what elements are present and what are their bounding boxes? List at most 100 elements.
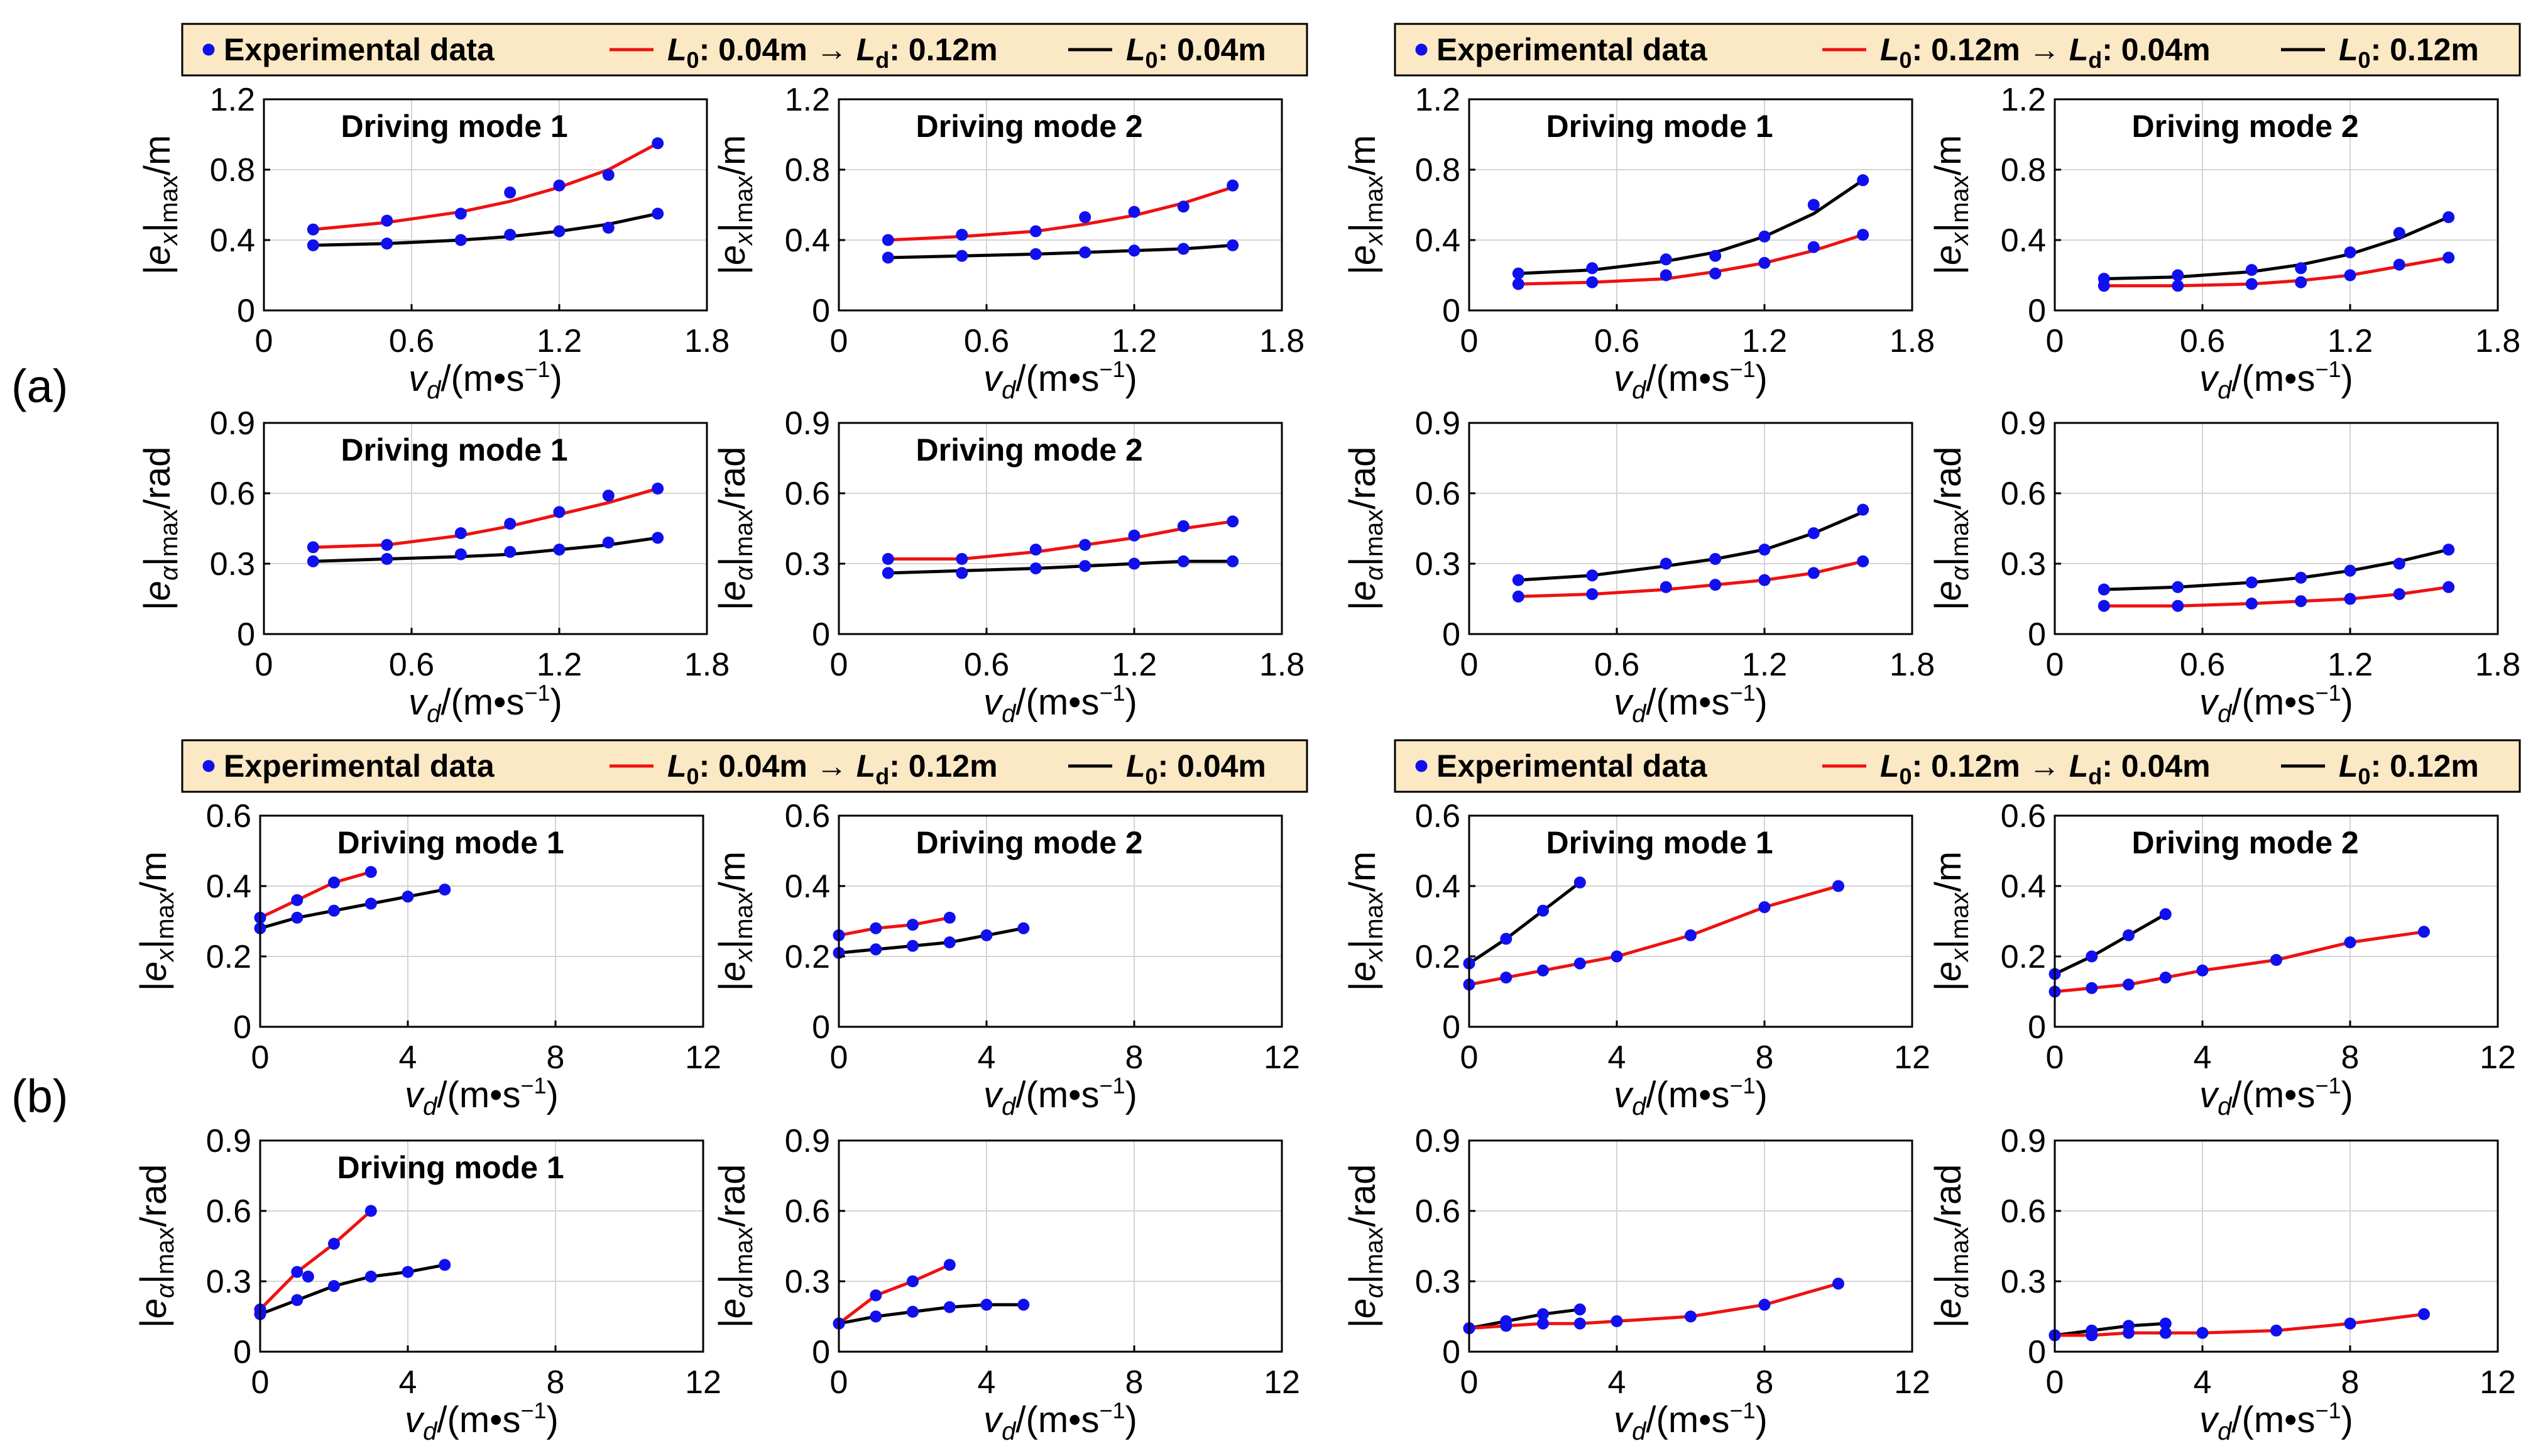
y-tick-label: 0.4 — [206, 868, 251, 905]
fit-line-black — [1518, 178, 1864, 275]
legend-label-red: L0: 0.12m → Ld: 0.04m — [1880, 748, 2211, 789]
data-point-black — [2159, 1317, 2172, 1330]
data-point-black — [882, 251, 894, 264]
data-point-black — [291, 911, 304, 924]
data-point-black — [1128, 244, 1140, 257]
data-point-red — [2393, 258, 2405, 271]
plot-frame — [2054, 98, 2499, 312]
panel-title: Driving mode 2 — [916, 432, 1143, 468]
y-tick-label: 0.9 — [1415, 1123, 1460, 1159]
x-tick-label: 1.8 — [1890, 647, 1935, 683]
y-tick-label: 0.6 — [785, 476, 830, 512]
data-point-red — [1857, 229, 1869, 241]
data-point-red — [553, 179, 566, 192]
y-tick-label: 0 — [2028, 293, 2046, 329]
x-tick-label: 8 — [547, 1039, 565, 1076]
data-point-black — [870, 943, 882, 956]
x-tick-label: 0.6 — [964, 647, 1009, 683]
data-point-black — [1709, 249, 1722, 262]
y-tick-label: 0 — [812, 1334, 830, 1371]
data-point-black — [381, 238, 393, 250]
y-tick-label: 0.6 — [206, 1193, 251, 1230]
plot-frame — [259, 1139, 704, 1353]
y-tick-label: 0.3 — [206, 1264, 251, 1300]
chart-panel-10: 0 4 8 12 0 0.2 0.4 0.6 Driving mode 2 vd/(m•s−1) |… — [712, 798, 1300, 1120]
legend-background — [181, 23, 1308, 77]
data-point-black — [1017, 1298, 1030, 1311]
data-point-red — [291, 894, 304, 906]
data-point-black — [1660, 557, 1672, 570]
data-point-red — [2295, 276, 2307, 288]
legend-label-experimental: Experimental data — [1436, 748, 1708, 784]
data-point-black — [2159, 908, 2172, 921]
y-axis-label: |eα|max/rad — [1342, 1164, 1388, 1328]
data-point-red — [2270, 954, 2282, 966]
data-point-red — [1128, 529, 1140, 542]
data-point-black — [328, 1280, 340, 1292]
y-tick-label: 0.6 — [785, 1193, 830, 1230]
plot-frame — [263, 422, 708, 635]
data-point-red — [1177, 520, 1190, 532]
data-point-black — [291, 1294, 304, 1306]
y-tick-label: 0.3 — [2001, 1264, 2046, 1300]
data-point-black — [1709, 553, 1722, 565]
fit-line-black — [838, 1303, 1024, 1325]
data-point-black — [956, 567, 968, 579]
data-point-black — [870, 1310, 882, 1323]
data-point-black — [956, 249, 968, 262]
data-point-red — [956, 553, 968, 565]
fit-line-red — [888, 185, 1233, 242]
x-tick-label: 12 — [685, 1364, 721, 1401]
data-point-black — [553, 225, 566, 238]
chart-panel-14: 0 4 8 12 0 0.3 0.6 0.9 vd/(m•s−1) |eα|max/rad — [712, 1123, 1300, 1445]
fit-line-black — [1469, 1308, 1580, 1330]
y-axis-label: |eα|max/rad — [1342, 447, 1388, 611]
y-axis-label: |ex|max/m — [712, 851, 758, 991]
x-tick-label: 1.8 — [2475, 323, 2520, 359]
data-point-black — [1586, 569, 1599, 582]
x-axis-label: vd/(m•s−1) — [405, 1398, 559, 1445]
y-axis-label: |eα|max/rad — [1928, 1164, 1974, 1328]
x-tick-label: 0.6 — [389, 647, 434, 683]
data-point-black — [2098, 583, 2110, 596]
data-point-black — [2295, 262, 2307, 275]
y-tick-label: 0.8 — [785, 152, 830, 189]
data-point-red — [1857, 555, 1869, 567]
y-tick-label: 0.9 — [785, 1123, 830, 1159]
y-tick-label: 0 — [2028, 616, 2046, 653]
chart-panel-11: 0 4 8 12 0 0.2 0.4 0.6 Driving mode 1 vd/(m•s−1) |… — [1342, 798, 1930, 1120]
x-axis-label: vd/(m•s−1) — [2199, 356, 2353, 404]
data-point-black — [907, 939, 919, 952]
legend-marker-experimental — [1415, 760, 1428, 772]
data-point-black — [1177, 243, 1190, 255]
x-tick-label: 12 — [1894, 1039, 1930, 1076]
data-point-red — [1758, 901, 1771, 914]
y-tick-label: 0.2 — [1415, 939, 1460, 975]
plot-frame — [1468, 422, 1913, 635]
data-point-red — [504, 186, 517, 199]
x-axis-label: vd/(m•s−1) — [1614, 1398, 1768, 1445]
data-point-red — [2344, 593, 2356, 605]
plot-frame — [838, 98, 1283, 312]
data-point-black — [381, 553, 393, 565]
y-tick-label: 0 — [1442, 1009, 1460, 1046]
data-point-black — [2245, 576, 2258, 589]
y-tick-label: 0.2 — [2001, 939, 2046, 975]
data-point-red — [1832, 1278, 1844, 1290]
y-tick-label: 0 — [812, 293, 830, 329]
data-point-red — [2123, 978, 2135, 991]
data-point-black — [1177, 555, 1190, 567]
data-point-red — [381, 214, 393, 227]
x-tick-label: 1.8 — [2475, 647, 2520, 683]
y-tick-label: 0 — [237, 616, 255, 653]
x-tick-label: 1.2 — [537, 647, 582, 683]
x-tick-label: 0.6 — [389, 323, 434, 359]
x-tick-label: 12 — [1264, 1039, 1300, 1076]
legend-label-experimental: Experimental data — [224, 748, 495, 784]
plot-frame — [263, 98, 708, 312]
data-point-black — [364, 897, 377, 910]
x-tick-label: 1.8 — [684, 647, 730, 683]
panel-title: Driving mode 1 — [341, 432, 568, 468]
legend-background — [1394, 23, 2521, 77]
